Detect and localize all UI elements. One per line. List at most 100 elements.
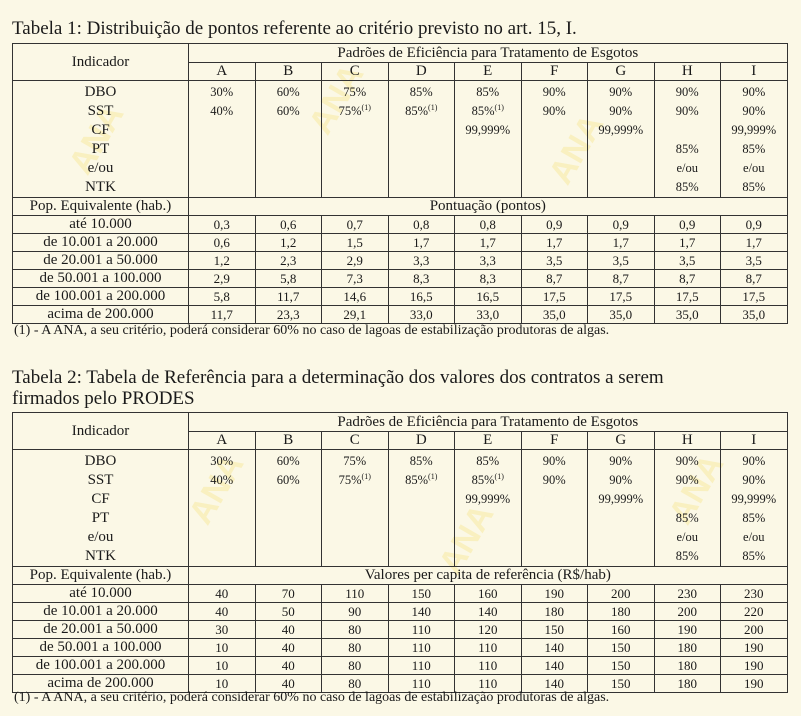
value-cell: 35,0: [653, 305, 721, 324]
column-header: G: [587, 431, 655, 450]
indicator-value: 90%: [742, 104, 766, 118]
indicator-values-cell: 90% 90% 85% e/ou 85%: [653, 80, 721, 198]
indicator-value: 99,999%: [465, 123, 511, 137]
value-cell: 16,5: [454, 287, 522, 306]
indicator-value: e/ou: [743, 161, 765, 175]
column-header: I: [720, 431, 788, 450]
value-cell: 33,0: [387, 305, 455, 324]
table-row: acima de 200.000 10 40 80 110 110 140 150 180 190: [12, 674, 788, 693]
column-header: H: [653, 62, 721, 81]
indicator-block: DBO SST CF PT e/ou NTK 30% 40% 60% 60% 75% 75%(1) 85…: [12, 449, 788, 567]
population-header-row: Pop. Equivalente (hab.) Pontuação (pontos…: [12, 197, 788, 216]
indicator-label: SST: [87, 472, 114, 488]
indicator-label: SST: [87, 103, 114, 119]
value-cell: 150: [520, 620, 588, 639]
value-cell: 10: [188, 674, 256, 693]
value-cell: 110: [387, 674, 455, 693]
value-cell: 33,0: [454, 305, 522, 324]
value-cell: 16,5: [387, 287, 455, 306]
indicator-values-cell: 85% 85%(1) 99,999%: [454, 80, 522, 198]
indicator-value: 90%: [675, 85, 699, 99]
column-header: F: [520, 431, 588, 450]
value-cell: 190: [653, 620, 721, 639]
value-cell: 0,3: [188, 215, 256, 234]
table-row: de 50.001 a 100.000 10 40 80 110 110 140 150 180…: [12, 638, 788, 657]
indicator-value: e/ou: [676, 530, 699, 544]
group-header: Padrões de Eficiência para Tratamento de…: [188, 43, 788, 63]
indicator-value: 85%: [742, 511, 766, 525]
indicator-value: 90%: [542, 85, 566, 99]
value-cell: 140: [454, 602, 522, 621]
value-cell: 5,8: [254, 269, 322, 288]
indicator-values-cell: 90% 90%: [520, 80, 588, 198]
indicator-values-cell: 30% 40%: [188, 449, 256, 567]
indicator-value: 90%: [742, 454, 766, 468]
table-row: até 10.000 40 70 110 150 160 190 200 230 230: [12, 584, 788, 603]
indicator-list: DBO SST CF PT e/ou NTK: [12, 80, 189, 198]
indicator-label: DBO: [84, 84, 117, 100]
indicator-value: 85%: [742, 180, 766, 194]
indicator-values-cell: 90% 90% 99,999%: [587, 449, 655, 567]
value-cell: 0,6: [188, 233, 256, 252]
value-cell: 3,3: [387, 251, 455, 270]
value-cell: 90: [321, 602, 389, 621]
table-row: de 100.001 a 200.000 5,8 11,7 14,6 16,5 16,5 1…: [12, 287, 788, 306]
column-header: A: [188, 431, 256, 450]
indicator-value: 85%: [675, 549, 699, 563]
indicator-values-cell: 90% 90% 99,999% 85% e/ou 85%: [720, 449, 788, 567]
value-cell: 17,5: [587, 287, 655, 306]
population-header: Pop. Equivalente (hab.): [12, 566, 189, 585]
population-range: até 10.000: [12, 215, 189, 234]
column-header: A: [188, 62, 256, 81]
indicator-value: 85%: [409, 85, 433, 99]
indicator-value: 40%: [210, 473, 234, 487]
value-cell: 0,9: [720, 215, 788, 234]
value-cell: 17,5: [520, 287, 588, 306]
value-cell: 8,3: [387, 269, 455, 288]
indicator-value: 75%: [338, 104, 362, 118]
indicator-value: 90%: [742, 85, 766, 99]
indicator-value: 60%: [276, 85, 300, 99]
value-cell: 0,6: [254, 215, 322, 234]
value-cell: 160: [454, 584, 522, 603]
group-header: Padrões de Eficiência para Tratamento de…: [188, 412, 788, 432]
value-cell: 8,7: [653, 269, 721, 288]
value-cell: 3,5: [520, 251, 588, 270]
indicator-label: PT: [91, 141, 110, 157]
value-cell: 190: [720, 638, 788, 657]
indicator-value: 90%: [675, 104, 699, 118]
value-cell: 0,9: [520, 215, 588, 234]
population-range: de 10.001 a 20.000: [12, 233, 189, 252]
indicator-value: 90%: [542, 104, 566, 118]
value-cell: 110: [454, 638, 522, 657]
indicator-value: 85%: [742, 549, 766, 563]
table-row: acima de 200.000 11,7 23,3 29,1 33,0 33,0 35,0…: [12, 305, 788, 324]
value-cell: 2,9: [321, 251, 389, 270]
indicator-value: 90%: [675, 454, 699, 468]
population-range: de 20.001 a 50.000: [12, 620, 189, 639]
value-cell: 140: [520, 674, 588, 693]
value-cell: 3,5: [653, 251, 721, 270]
value-cell: 40: [254, 620, 322, 639]
footnote-marker: (1): [361, 471, 371, 481]
value-cell: 150: [387, 584, 455, 603]
indicator-value: 40%: [210, 104, 234, 118]
value-cell: 190: [720, 674, 788, 693]
table-1: Indicador Padrões de Eficiência para Trat…: [12, 43, 788, 324]
value-cell: 180: [653, 638, 721, 657]
value-cell: 11,7: [188, 305, 256, 324]
value-cell: 17,5: [720, 287, 788, 306]
value-cell: 190: [720, 656, 788, 675]
indicator-value: 90%: [609, 104, 633, 118]
table-row: de 10.001 a 20.000 40 50 90 140 140 180 180 200 2…: [12, 602, 788, 621]
value-cell: 1,5: [321, 233, 389, 252]
indicator-values-cell: 90% 90% 85% e/ou 85%: [653, 449, 721, 567]
value-cell: 2,3: [254, 251, 322, 270]
indicator-header: Indicador: [12, 412, 189, 450]
indicator-values-cell: 90% 90%: [520, 449, 588, 567]
value-cell: 0,7: [321, 215, 389, 234]
value-cell: 0,9: [653, 215, 721, 234]
value-cell: 80: [321, 638, 389, 657]
column-header: G: [587, 62, 655, 81]
